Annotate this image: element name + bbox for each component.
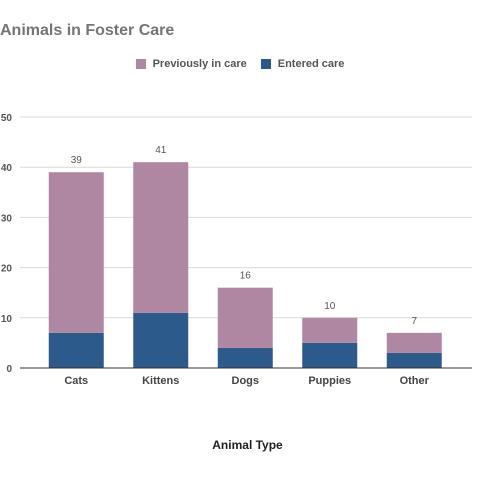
y-tick-label-40: 40: [1, 163, 13, 174]
legend-item-entered-care[interactable]: Entered care: [260, 58, 345, 70]
x-tick-label-other: Other: [400, 375, 430, 387]
x-tick-label-kittens: Kittens: [142, 375, 179, 387]
chart-title: Animals in Foster Care: [0, 22, 175, 39]
legend-item-previously-in-care[interactable]: Previously in care: [135, 58, 247, 70]
bar-cats-entered-care[interactable]: [48, 332, 104, 368]
data-label-cats: 39: [71, 155, 83, 166]
bar-other-entered-care[interactable]: [386, 352, 442, 368]
data-label-kittens: 41: [155, 145, 167, 156]
y-tick-label-30: 30: [1, 213, 13, 224]
y-tick-label-10: 10: [1, 314, 13, 325]
legend: Previously in care Entered care: [0, 58, 480, 70]
data-label-dogs: 16: [240, 271, 252, 282]
y-tick-label-0: 0: [6, 364, 12, 375]
y-tick-label-50: 50: [1, 113, 13, 124]
x-axis-title: Animal Type: [212, 438, 283, 452]
bar-puppies-previously-in-care[interactable]: [302, 317, 358, 343]
y-tick-label-20: 20: [1, 264, 13, 275]
x-tick-label-cats: Cats: [64, 375, 88, 387]
bar-puppies-entered-care[interactable]: [302, 342, 358, 368]
bar-cats-previously-in-care[interactable]: [48, 172, 104, 333]
legend-label-entered-care: Entered care: [277, 58, 345, 70]
data-label-other: 7: [411, 316, 417, 327]
bar-kittens-entered-care[interactable]: [133, 312, 189, 368]
bar-kittens-previously-in-care[interactable]: [133, 162, 189, 313]
x-tick-label-puppies: Puppies: [308, 375, 351, 387]
data-label-puppies: 10: [324, 301, 336, 312]
legend-swatch-entered-care: [260, 59, 271, 69]
legend-swatch-previously-in-care: [135, 59, 146, 69]
legend-label-previously-in-care: Previously in care: [152, 58, 247, 70]
bar-dogs-entered-care[interactable]: [217, 347, 273, 368]
bar-other-previously-in-care[interactable]: [386, 332, 442, 353]
x-tick-label-dogs: Dogs: [232, 375, 260, 387]
bar-dogs-previously-in-care[interactable]: [217, 287, 273, 348]
